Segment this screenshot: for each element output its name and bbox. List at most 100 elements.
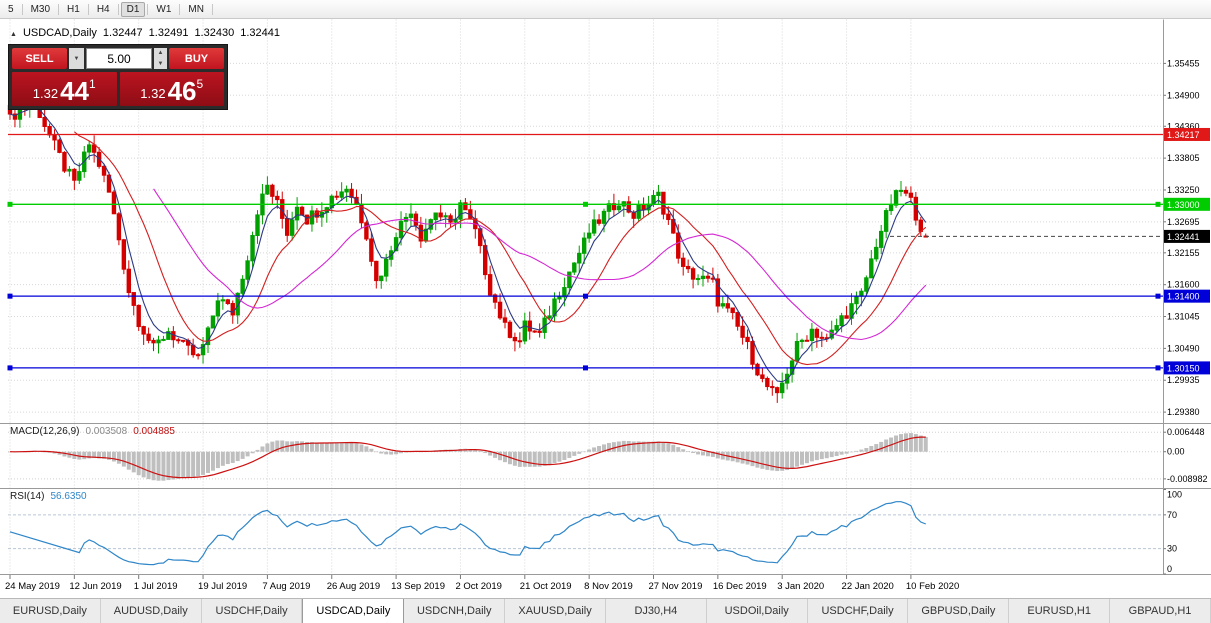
svg-text:16 Dec 2019: 16 Dec 2019 [713,581,767,592]
svg-text:70: 70 [1167,510,1177,520]
horizontal-lines[interactable] [7,133,1164,371]
rsi-indicator-label: RSI(14) 56.6350 [10,491,87,502]
chart-title: ▲ USDCAD,Daily 1.32447 1.32491 1.32430 1… [10,27,280,39]
lot-dropdown-icon[interactable]: ▼ [69,48,84,69]
svg-text:1.29380: 1.29380 [1167,407,1200,417]
price-badge-1.33000 [1164,197,1210,211]
macd-indicator-label: MACD(12,26,9) 0.003508 0.004885 [10,426,175,437]
svg-text:1.31400: 1.31400 [1167,292,1200,302]
tab-eurusd-daily[interactable]: EURUSD,Daily [0,599,101,623]
svg-text:1.32155: 1.32155 [1167,248,1200,258]
svg-text:3 Jan 2020: 3 Jan 2020 [777,581,824,592]
hline-handle [1155,365,1161,371]
toolbar-separator [21,3,23,15]
timeframe-h4[interactable]: H4 [96,3,110,15]
panel-frames [0,19,1211,597]
price-scale[interactable]: 1.35455 1.34900 1.34360 1.33805 1.33250 1.326… [1163,58,1211,575]
lot-size-input[interactable] [86,48,152,69]
svg-text:10 Feb 2020: 10 Feb 2020 [906,581,959,592]
buy-button[interactable]: BUY [169,48,224,69]
sell-price-sup: 1 [89,77,96,91]
tab-eurusd-h1[interactable]: EURUSD,H1 [1009,599,1111,623]
timeframe-h1[interactable]: H1 [67,3,80,15]
svg-text:1.30490: 1.30490 [1167,343,1200,353]
current-price-badge [1164,229,1210,243]
svg-text:1.35455: 1.35455 [1167,58,1200,68]
grid [8,19,1163,574]
macd-name: MACD(12,26,9) [10,426,80,437]
svg-text:1.32695: 1.32695 [1167,217,1200,227]
sell-price-display[interactable]: 1.32 44 1 [12,72,117,106]
hline-handle [7,365,13,371]
tab-usdcnh-daily[interactable]: USDCNH,Daily [404,599,506,623]
price-badge-1.31400 [1164,289,1210,303]
svg-text:-0.008982: -0.008982 [1167,474,1208,484]
svg-text:0.00: 0.00 [1167,447,1185,457]
tab-xauusd-daily[interactable]: XAUUSD,Daily [505,599,606,623]
svg-text:2 Oct 2019: 2 Oct 2019 [455,581,501,592]
toolbar-separator [58,3,60,15]
hline-handle [583,293,588,299]
price-badge-1.30150 [1164,361,1210,375]
hline-handle [1155,201,1161,207]
tab-usdcad-daily[interactable]: USDCAD,Daily [302,599,405,623]
rsi-panel[interactable] [9,501,927,566]
timeframe-w1[interactable]: W1 [156,3,172,15]
tab-audusd-daily[interactable]: AUDUSD,Daily [100,599,202,623]
lot-spinner[interactable]: ▲ ▼ [154,48,167,69]
chart-symbol-label: USDCAD,Daily [22,27,97,39]
macd-main-value: 0.003508 [85,426,128,437]
toolbar-separator [87,3,89,15]
timeframe-d1[interactable]: D1 [120,1,146,17]
moving-averages [9,105,927,383]
tab-gbpaud-h1[interactable]: GBPAUD,H1 [1110,599,1211,623]
svg-text:1 Jul 2019: 1 Jul 2019 [134,581,178,592]
lot-increase-icon[interactable]: ▲ [157,50,164,57]
svg-text:0.006448: 0.006448 [1167,427,1205,437]
tab-dj30-h4[interactable]: DJ30,H4 [605,599,707,623]
svg-text:24 May 2019: 24 May 2019 [5,581,60,592]
macd-panel[interactable] [8,433,928,481]
rsi-value: 56.6350 [50,491,87,502]
svg-text:1.29935: 1.29935 [1167,375,1200,385]
svg-text:1.33805: 1.33805 [1167,153,1200,163]
svg-text:1.33250: 1.33250 [1167,185,1200,195]
svg-text:1.33000: 1.33000 [1167,200,1200,210]
svg-text:22 Jan 2020: 22 Jan 2020 [842,581,894,592]
svg-text:21 Oct 2019: 21 Oct 2019 [520,581,572,592]
timeframe-m30[interactable]: M30 [30,3,51,15]
hline-handle [1155,293,1161,299]
svg-text:12 Jun 2019: 12 Jun 2019 [69,581,121,592]
buy-price-display[interactable]: 1.32 46 5 [119,72,224,106]
sell-button[interactable]: SELL [12,48,67,69]
tab-usdchf-daily[interactable]: USDCHF,Daily [201,599,303,623]
ohlc-high: 1.32491 [148,27,189,39]
buy-price-prefix: 1.32 [140,86,166,101]
svg-text:19 Jul 2019: 19 Jul 2019 [198,581,247,592]
ohlc-close: 1.32441 [240,27,280,39]
macd-signal-value: 0.004885 [133,426,175,437]
svg-text:8 Nov 2019: 8 Nov 2019 [584,581,633,592]
buy-price-big: 46 [167,76,197,106]
svg-text:0: 0 [1167,564,1172,574]
tab-gbpusd-daily[interactable]: GBPUSD,Daily [908,599,1010,623]
timeframe-toolbar: 5 M30 H1 H4 D1 W1 MN [0,0,1211,19]
hline-handle [583,365,588,371]
lot-decrease-icon[interactable]: ▼ [157,60,164,67]
svg-text:27 Nov 2019: 27 Nov 2019 [649,581,703,592]
rsi-name: RSI(14) [10,491,45,502]
time-axis[interactable]: 24 May 2019 12 Jun 2019 1 Jul 2019 19 Jul 2… [5,575,959,592]
svg-text:1.31045: 1.31045 [1167,312,1200,322]
toolbar-separator [179,3,181,15]
tab-usdoil-daily[interactable]: USDOil,Daily [706,599,808,623]
tab-usdchf-daily[interactable]: USDCHF,Daily [807,599,909,623]
svg-text:100: 100 [1167,490,1182,500]
sell-price-big: 44 [60,76,90,106]
price-badge-1.34217 [1164,127,1210,141]
timeframe-mn[interactable]: MN [188,3,204,15]
hline-handle [583,201,588,207]
hline-handle [7,201,13,207]
timeframe-5[interactable]: 5 [8,3,14,15]
